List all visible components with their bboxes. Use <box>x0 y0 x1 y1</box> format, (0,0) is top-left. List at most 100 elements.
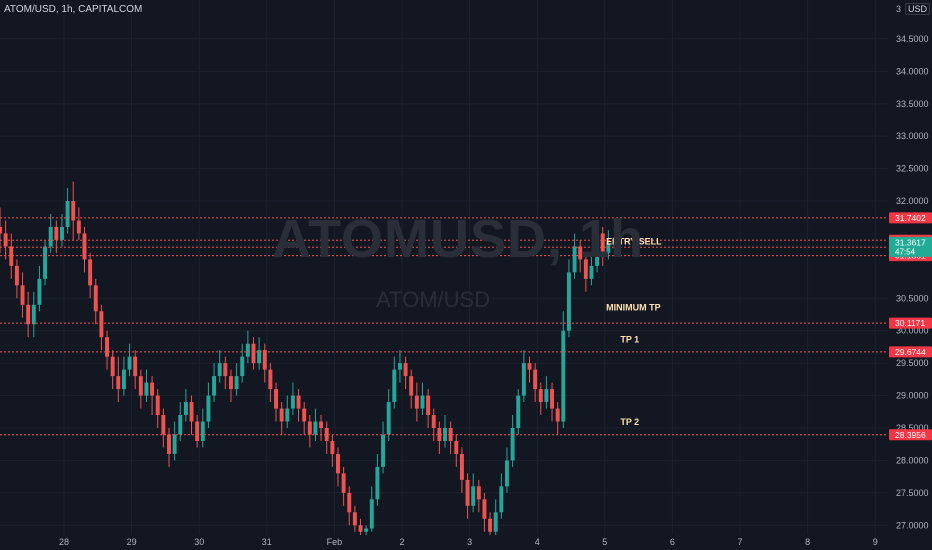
candle-down <box>20 272 25 318</box>
time-tick-label: Feb <box>327 537 343 547</box>
grid-lines <box>0 0 888 535</box>
candle-down <box>488 512 493 539</box>
time-tick-label: 4 <box>535 537 540 547</box>
candle-body <box>583 259 588 279</box>
candle-up <box>200 408 205 448</box>
candle-body <box>482 499 487 519</box>
candle-body <box>206 395 211 422</box>
candle-up <box>420 382 425 416</box>
candle-down <box>465 473 470 519</box>
candle-up <box>595 220 600 273</box>
candle-up <box>285 395 290 428</box>
candle-down <box>274 382 278 422</box>
candle-up <box>245 330 250 364</box>
candle-down <box>414 382 419 422</box>
candle-body <box>471 486 476 506</box>
candle-body <box>138 376 143 396</box>
candle-down <box>437 421 442 454</box>
candle-down <box>116 356 121 403</box>
candle-down <box>228 369 233 403</box>
price-tag-background <box>889 429 932 441</box>
candle-down <box>302 402 307 435</box>
price-tick-label: 33.5000 <box>896 99 929 109</box>
candle-body <box>572 246 577 273</box>
price-tag-background <box>889 317 932 329</box>
candle-down <box>0 207 2 253</box>
candle-body <box>459 453 464 480</box>
candle-body <box>178 415 183 435</box>
price-tick-label: 30.5000 <box>896 293 929 303</box>
candle-body <box>116 376 121 390</box>
time-tick-label: 7 <box>737 537 742 547</box>
time-tick-label: 9 <box>873 537 878 547</box>
candle-up <box>183 389 188 422</box>
price-tick-label: 32.5000 <box>896 164 929 174</box>
annotation-label: MINIMUM TP <box>606 303 661 313</box>
candle-down <box>110 350 115 390</box>
candle-down <box>99 304 104 351</box>
candle-body <box>110 356 115 377</box>
candle-body <box>54 226 59 240</box>
candle-up <box>48 214 53 253</box>
candle-down <box>133 350 138 390</box>
candle-body <box>595 233 600 266</box>
candle-up <box>369 486 374 532</box>
price-tag: 29.6744 <box>889 346 932 358</box>
candle-body <box>9 246 14 266</box>
candle-down <box>93 278 98 325</box>
candle-body <box>150 382 155 396</box>
price-tick-label: 33.0000 <box>896 131 929 141</box>
candle-body <box>431 415 436 428</box>
price-tag-background <box>889 346 932 358</box>
candle-down <box>409 369 414 409</box>
candle-body <box>133 356 138 377</box>
candle-up <box>505 447 509 493</box>
time-tick-label: 30 <box>194 537 204 547</box>
price-tag-label: 31.7402 <box>895 213 926 223</box>
candle-up <box>561 311 566 428</box>
candle-down <box>578 239 583 273</box>
candle-down <box>9 233 14 279</box>
candle-body <box>155 395 160 416</box>
candle-up <box>144 369 149 403</box>
price-tick-label: 30.0000 <box>896 326 929 336</box>
symbol-watermark-sub: ATOM/USD <box>376 287 491 312</box>
level-lines <box>0 217 888 436</box>
candle-body <box>578 246 583 260</box>
candle-up <box>493 499 498 535</box>
candle-body <box>499 486 504 513</box>
symbol-title[interactable]: ATOM/USD, 1h, CAPITALCOM <box>4 4 143 15</box>
candle-down <box>324 421 329 454</box>
time-tick-label: 5 <box>602 537 607 547</box>
candle-body <box>437 428 442 441</box>
candle-body <box>493 512 498 532</box>
candle-body <box>127 356 132 370</box>
price-tag-background <box>889 212 932 224</box>
currency-badge[interactable]: USD <box>905 3 931 15</box>
candle-body <box>245 343 250 357</box>
annotations: ENTRY SELL MINIMUM TP TP 1 TP 2 <box>606 236 662 426</box>
price-tick-label: 27.0000 <box>896 520 929 530</box>
candle-down <box>251 337 256 370</box>
candle-body <box>386 402 391 435</box>
candle-down <box>223 356 228 390</box>
candle-body <box>375 466 380 500</box>
candle-body <box>14 265 19 286</box>
candle-down <box>330 434 335 467</box>
price-axis: 3 34.5000 34.0000 33.5000 33.0000 32.5000 32.0… <box>896 4 929 530</box>
price-tag: 31.7402 <box>889 212 932 224</box>
candle-body <box>538 389 543 403</box>
candle-body <box>313 421 318 435</box>
candle-down <box>155 389 160 428</box>
candle-body <box>223 363 228 377</box>
candle-body <box>257 350 262 364</box>
candle-up <box>375 453 380 506</box>
candle-body <box>319 421 324 428</box>
time-tick-label: 8 <box>805 537 810 547</box>
candle-body <box>26 304 31 325</box>
price-tag: 28.3956 <box>889 429 932 441</box>
candle-body <box>296 395 301 409</box>
candle-up <box>471 473 476 513</box>
